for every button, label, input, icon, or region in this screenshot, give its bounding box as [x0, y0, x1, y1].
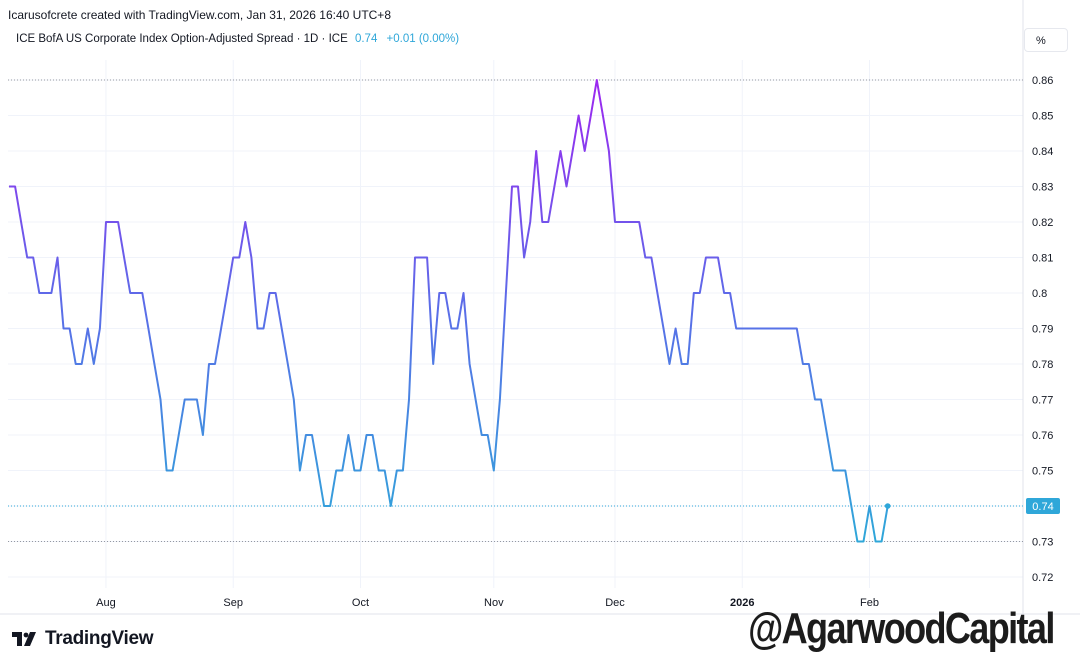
y-tick-label: 0.82 — [1032, 217, 1053, 229]
brand-label: TradingView — [45, 628, 154, 649]
x-tick-label: Sep — [223, 597, 243, 609]
unit-toggle-button[interactable]: % — [1024, 28, 1068, 52]
x-tick-label: Dec — [605, 597, 625, 609]
y-tick-label: 0.77 — [1032, 395, 1053, 407]
y-tick-label: 0.83 — [1032, 182, 1053, 194]
last-value-label: 0.74 — [1032, 501, 1053, 513]
symbol-legend: ICE BofA US Corporate Index Option-Adjus… — [16, 33, 459, 45]
last-value-tag — [1026, 498, 1060, 514]
y-tick-label: 0.81 — [1032, 253, 1053, 265]
y-tick-label: 0.79 — [1032, 324, 1053, 336]
x-tick-label: 2026 — [730, 597, 754, 609]
y-tick-label: 0.73 — [1032, 537, 1053, 549]
y-tick-label: 0.8 — [1032, 288, 1047, 300]
y-tick-label: 0.85 — [1032, 111, 1053, 123]
legend-change: +0.01 (0.00%) — [386, 33, 460, 45]
y-tick-label: 0.72 — [1032, 572, 1053, 584]
y-tick-label: 0.84 — [1032, 146, 1053, 158]
y-tick-label: 0.86 — [1032, 75, 1053, 87]
symbol-title[interactable]: ICE BofA US Corporate Index Option-Adjus… — [16, 33, 348, 45]
x-tick-label: Feb — [860, 597, 879, 609]
watermark: @AgarwoodCapital — [748, 604, 1055, 653]
x-tick-label: Nov — [484, 597, 504, 609]
y-tick-label: 0.76 — [1032, 430, 1053, 442]
chart-credit: Icarusofcrete created with TradingView.c… — [8, 8, 391, 22]
series-line — [9, 79, 889, 543]
last-point-marker — [884, 503, 891, 509]
x-tick-label: Oct — [352, 597, 369, 609]
y-tick-label: 0.75 — [1032, 466, 1053, 478]
tradingview-brand[interactable]: TradingView — [11, 628, 154, 650]
tradingview-logo-icon — [12, 632, 36, 646]
x-tick-label: Aug — [96, 597, 116, 609]
legend-last-value: 0.74 — [354, 33, 378, 45]
y-tick-label: 0.78 — [1032, 359, 1053, 371]
